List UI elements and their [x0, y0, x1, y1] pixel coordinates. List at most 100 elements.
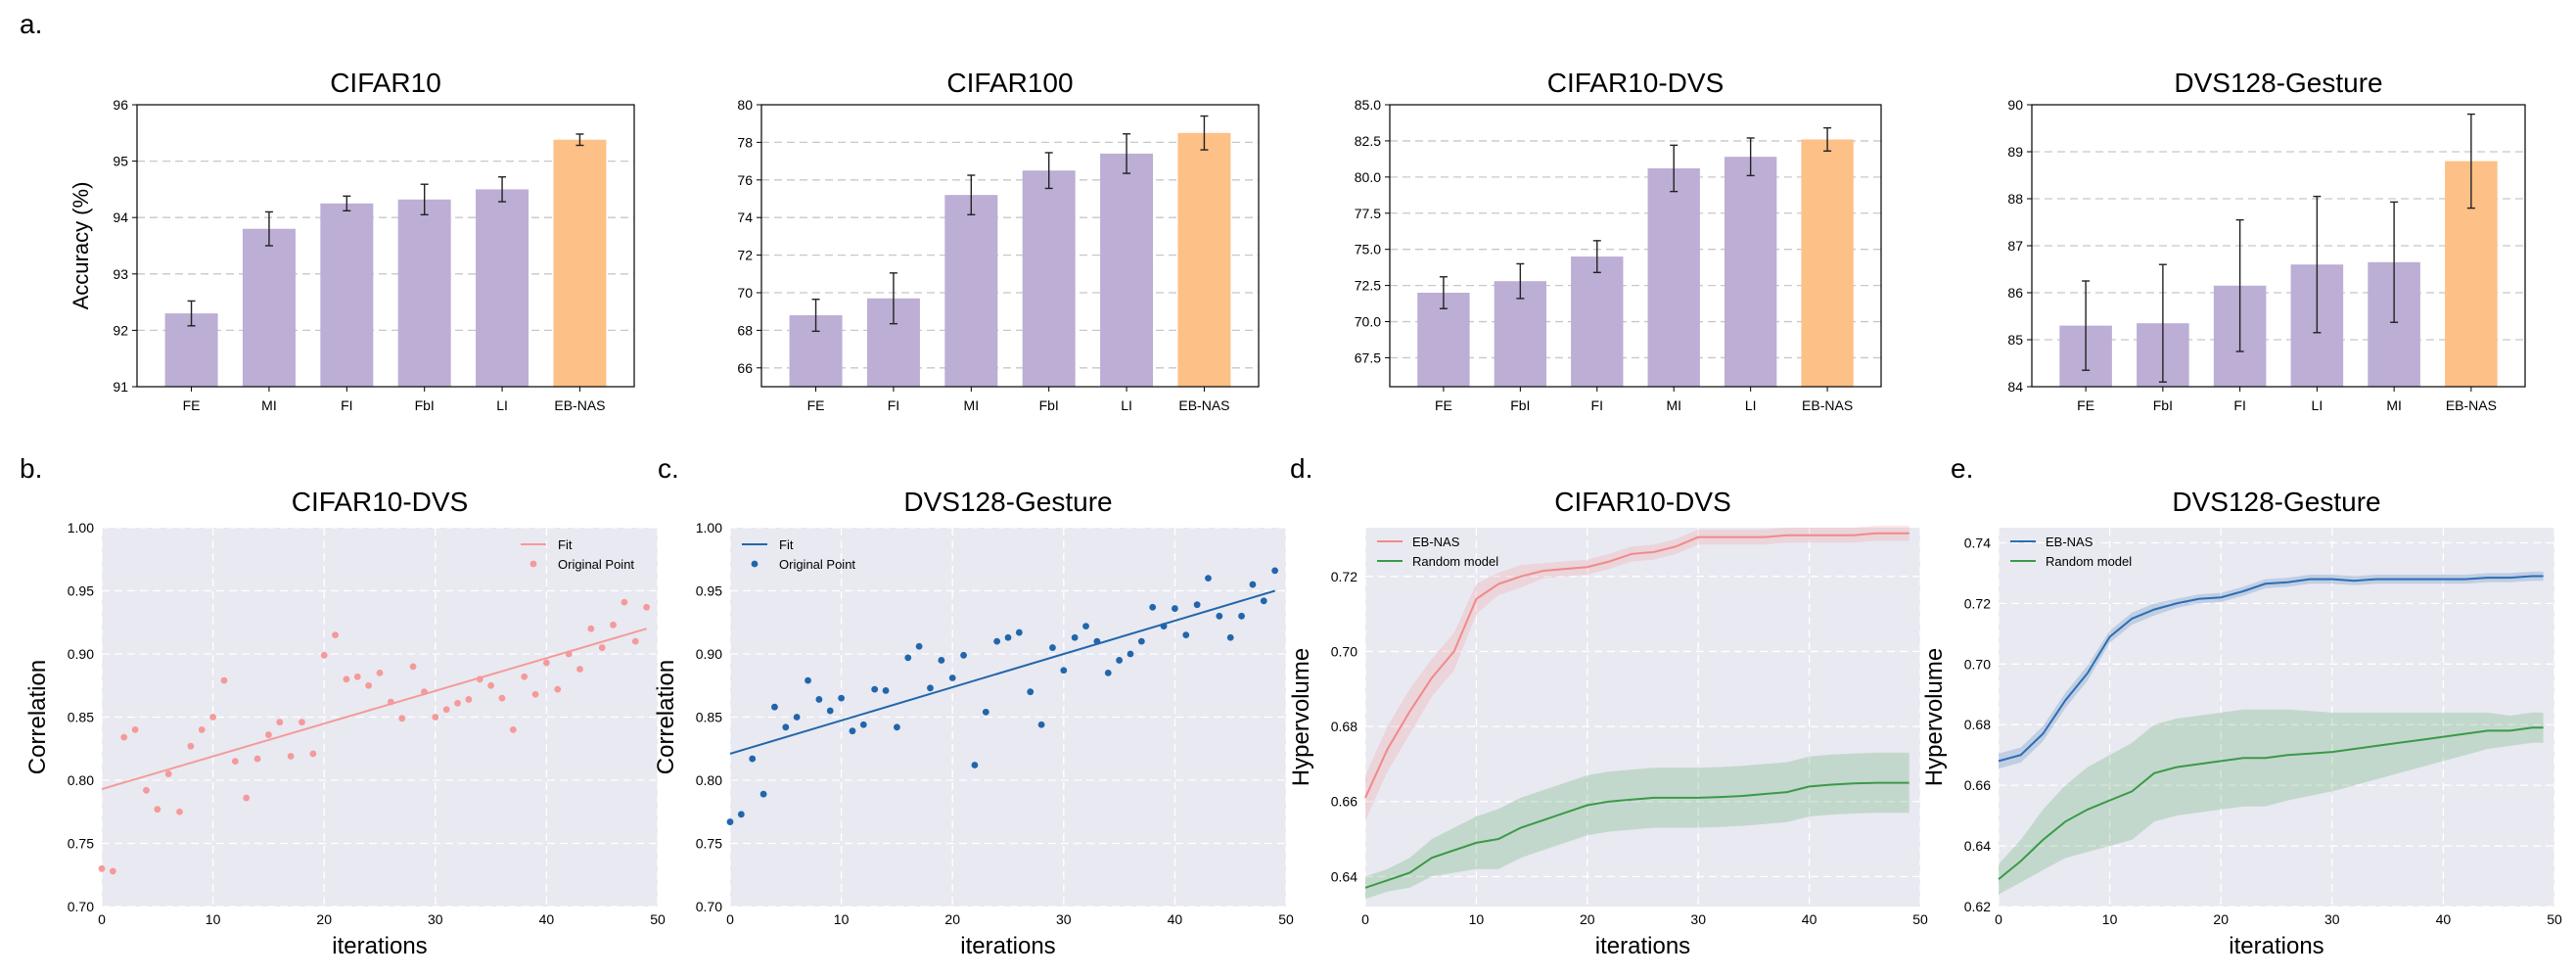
legend-label: Random model [1412, 554, 1498, 569]
y-tick-label: 70 [737, 285, 753, 301]
y-tick-label: 0.68 [1331, 719, 1357, 734]
x-tick-label: LI [1121, 397, 1132, 413]
x-tick-label: 40 [539, 911, 555, 927]
scatter-point [815, 696, 823, 703]
y-tick-label: 0.68 [1964, 717, 1991, 732]
bar-mi [1647, 167, 1700, 387]
plot-frame [136, 104, 635, 388]
scatter-point [1093, 637, 1101, 645]
scatter-chart-cifar10dvs: 0 10 20 30 40 50 0.70 0.75 0.80 0.85 0.90 0.95 1.00 C… [24, 487, 666, 959]
plot-frame [1389, 104, 1882, 388]
scatter-point [476, 675, 483, 683]
bar-chart-dvs128: 84 85 86 87 88 89 90 FE FbI FI LI MI EB-NAS DVS128-Ge… [2007, 68, 2526, 413]
y-tick-label: 72 [737, 248, 753, 263]
bar-fi [320, 203, 374, 387]
scatter-point [509, 726, 517, 733]
y-tick-label: 0.66 [1964, 777, 1991, 793]
scatter-point [948, 675, 956, 681]
y-tick-label: 82.5 [1355, 133, 1381, 149]
x-tick-label: 20 [2213, 911, 2229, 927]
scatter-point [409, 663, 417, 671]
y-tick-label: 89 [2007, 144, 2023, 160]
scatter-point [565, 650, 573, 658]
scatter-point [960, 651, 967, 659]
scatter-point [376, 669, 384, 676]
x-axis-label: iterations [332, 933, 427, 959]
y-tick-label: 86 [2007, 285, 2023, 301]
x-tick-label: FI [2233, 397, 2245, 413]
panel-label-e: e. [1951, 453, 1973, 484]
scatter-point [442, 706, 450, 714]
scatter-point [1060, 667, 1068, 675]
scatter-point [1027, 688, 1035, 696]
y-tick-label: 70.0 [1355, 314, 1381, 330]
scatter-point [332, 631, 339, 639]
fit-line [729, 589, 1275, 755]
y-tick-label: 0.66 [1331, 794, 1357, 810]
scatter-point [1015, 629, 1023, 636]
y-tick-label: 75.0 [1355, 242, 1381, 257]
scatter-point [737, 811, 745, 818]
scatter-chart-dvs128: 0 10 20 30 40 50 0.70 0.75 0.80 0.85 0.90 0.95 1.00 D… [653, 487, 1294, 959]
y-tick-label: 0.72 [1331, 569, 1357, 584]
scatter-point [554, 685, 562, 693]
scatter-point [849, 727, 856, 735]
y-tick-label: 87 [2007, 238, 2023, 254]
scatter-point [320, 651, 328, 659]
hypervolume-chart-dvs128: 0 10 20 30 40 50 0.62 0.64 0.66 0.68 0.70 0.72 0.74 D… [1921, 487, 2562, 959]
bar-fi [1571, 256, 1624, 387]
x-tick-label: 10 [1469, 911, 1485, 927]
x-tick-label: 0 [1361, 911, 1369, 927]
plot-frame [2031, 104, 2526, 388]
confidence-band-eb-nas [1999, 571, 2544, 769]
x-tick-label: 20 [1580, 911, 1595, 927]
y-tick-label: 85 [2007, 332, 2023, 348]
y-tick-label: 1.00 [696, 520, 722, 536]
chart-title: DVS128-Gesture [2172, 487, 2380, 517]
scatter-point [343, 675, 350, 683]
bar-mi [944, 195, 998, 387]
x-tick-label: FbI [2153, 397, 2173, 413]
scatter-point [131, 726, 139, 733]
scatter-point [231, 758, 239, 766]
series-line-random-model [1364, 781, 1909, 889]
scatter-point [805, 676, 811, 684]
y-tick-label: 67.5 [1355, 349, 1381, 365]
chart-title: CIFAR10-DVS [1554, 487, 1731, 517]
bar-eb-nas [553, 139, 607, 387]
scatter-point [871, 685, 879, 693]
scatter-point [98, 864, 106, 872]
scatter-point [838, 694, 845, 702]
x-tick-label: FE [2077, 397, 2094, 413]
scatter-point [927, 684, 934, 692]
x-tick-label: 0 [1995, 911, 2002, 927]
chart-title: CIFAR10 [330, 68, 441, 98]
x-tick-label: LI [1745, 397, 1757, 413]
scatter-point [1116, 657, 1123, 664]
y-axis-label: Correlation [653, 660, 679, 774]
scatter-point [287, 753, 295, 760]
scatter-point [398, 715, 406, 722]
scatter-point [1127, 650, 1134, 658]
x-tick-label: 50 [2547, 911, 2562, 927]
series-line-eb-nas [1364, 532, 1909, 799]
x-tick-label: 30 [1056, 911, 1072, 927]
x-tick-label: 30 [1690, 911, 1706, 927]
y-tick-label: 80.0 [1355, 169, 1381, 185]
x-tick-label: FbI [1039, 397, 1059, 413]
y-tick-label: 76 [737, 172, 753, 188]
bar-li [1100, 153, 1154, 387]
x-tick-label: EB-NAS [2446, 397, 2497, 413]
scatter-point [643, 603, 651, 611]
y-tick-label: 90 [2007, 97, 2023, 113]
x-tick-label: FbI [415, 397, 435, 413]
scatter-point [982, 708, 989, 716]
chart-title: DVS128-Gesture [903, 487, 1112, 517]
y-tick-label: 0.70 [68, 899, 94, 914]
y-tick-label: 0.95 [696, 583, 722, 599]
scatter-point [1071, 633, 1079, 641]
scatter-point [1238, 612, 1245, 620]
y-tick-label: 66 [737, 360, 753, 376]
legend-label: EB-NAS [1412, 535, 1460, 549]
